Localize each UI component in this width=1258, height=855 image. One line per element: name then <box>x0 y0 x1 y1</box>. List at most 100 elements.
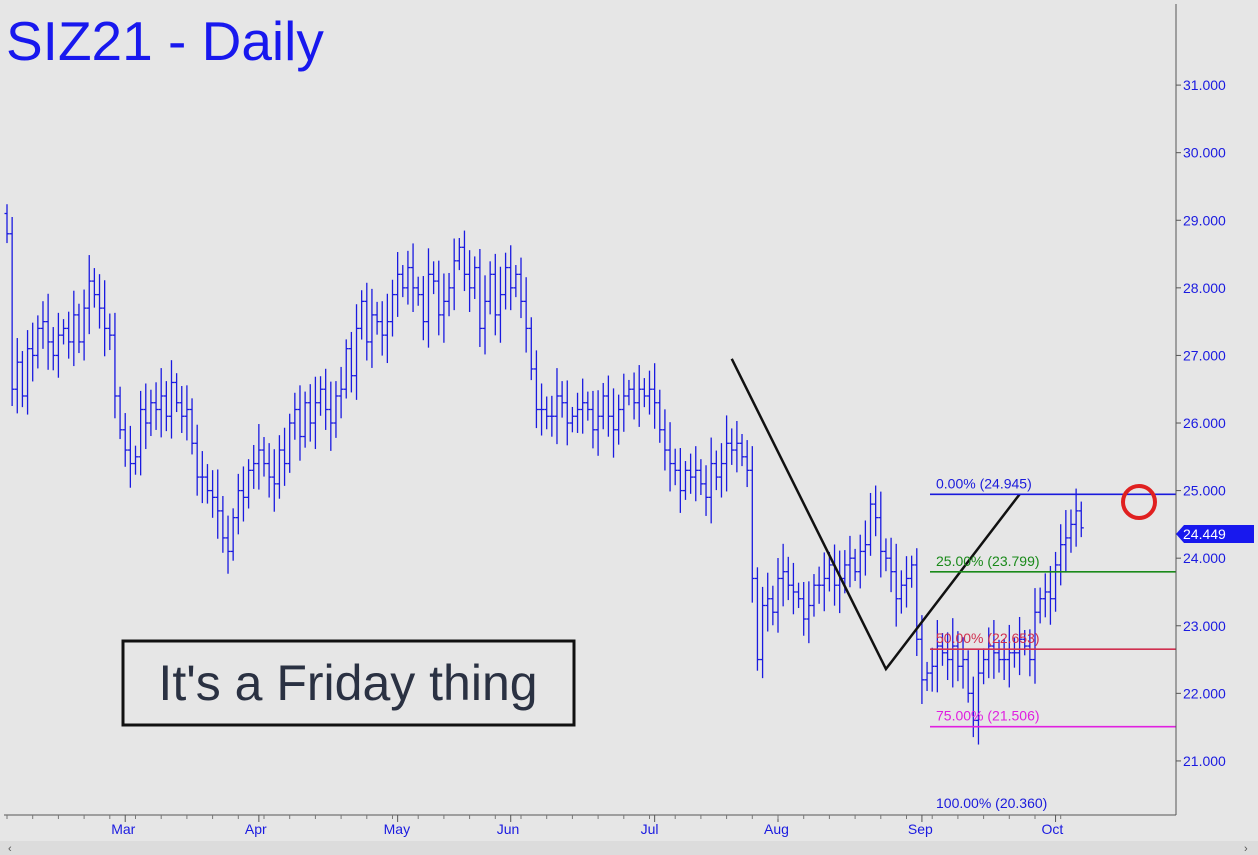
ohlc-bar <box>312 376 318 450</box>
ohlc-bar <box>364 282 370 361</box>
y-tick-label: 22.000 <box>1183 685 1226 701</box>
ohlc-bar <box>600 382 606 430</box>
ohlc-bar <box>611 388 617 458</box>
ohlc-bar <box>1053 551 1059 612</box>
ohlc-bar <box>497 266 503 343</box>
ohlc-bar <box>446 272 452 317</box>
x-tick-label: Sep <box>908 821 933 837</box>
ohlc-bar <box>30 322 36 382</box>
ohlc-bar <box>754 567 760 671</box>
ohlc-bar <box>369 288 375 368</box>
ohlc-bar <box>261 437 267 477</box>
ohlc-bar <box>251 444 257 489</box>
ohlc-bar <box>348 331 354 393</box>
y-tick-label: 21.000 <box>1183 753 1226 769</box>
ohlc-bar <box>246 459 252 509</box>
x-tick-label: Aug <box>764 821 789 837</box>
ohlc-bar <box>19 351 25 408</box>
ohlc-bar <box>1017 616 1023 676</box>
x-tick-label: Oct <box>1042 821 1064 837</box>
ohlc-bar <box>775 558 781 633</box>
y-tick-label: 27.000 <box>1183 347 1226 363</box>
ohlc-bar <box>287 413 293 473</box>
ohlc-bar <box>523 277 529 353</box>
ohlc-bar <box>158 368 164 438</box>
ohlc-bar <box>55 312 61 378</box>
ohlc-bar <box>770 585 776 626</box>
ohlc-bar <box>528 317 534 381</box>
ohlc-bar <box>631 372 637 420</box>
ohlc-bar <box>307 384 313 442</box>
ohlc-bar <box>811 574 817 617</box>
ohlc-bar <box>975 648 981 745</box>
ohlc-bar <box>713 450 719 491</box>
ohlc-bar <box>292 392 298 440</box>
ohlc-bar <box>333 381 339 438</box>
ohlc-bar <box>405 250 411 305</box>
ohlc-bar <box>693 446 699 502</box>
ohlc-bar <box>395 252 401 317</box>
ohlc-bar <box>297 385 303 461</box>
ohlc-bar <box>580 378 586 434</box>
ohlc-bar <box>914 548 920 657</box>
scroll-left-icon[interactable]: ‹ <box>8 843 12 855</box>
horizontal-scrollbar[interactable] <box>0 841 1258 855</box>
ohlc-bar <box>852 548 858 581</box>
ohlc-bar <box>271 449 277 512</box>
ohlc-bar <box>1073 488 1079 547</box>
ohlc-bar <box>127 425 133 488</box>
ohlc-bar <box>575 392 581 433</box>
ohlc-bar <box>785 556 791 601</box>
ohlc-bar <box>1032 588 1038 684</box>
ohlc-bar <box>698 459 704 495</box>
y-tick-label: 25.000 <box>1183 483 1226 499</box>
annotation-text: It's a Friday thing <box>158 655 537 711</box>
ohlc-bar <box>924 661 930 691</box>
fib-levels: 0.00% (24.945) 25.00% (23.799) 50.00% (22.… <box>930 475 1176 811</box>
ohlc-bar <box>71 290 77 367</box>
ohlc-bar <box>657 389 663 443</box>
ohlc-bar <box>1037 587 1043 624</box>
ohlc-bar <box>323 368 329 430</box>
ohlc-bar <box>220 496 226 553</box>
ohlc-bar <box>590 390 596 449</box>
ohlc-bar <box>605 375 611 437</box>
ohlc-bar <box>338 366 344 419</box>
ohlc-bar <box>133 445 138 475</box>
ohlc-bar <box>256 424 262 490</box>
ohlc-bar <box>25 330 31 415</box>
ohlc-bar <box>86 255 92 335</box>
ohlc-bar <box>112 312 118 419</box>
ohlc-bar <box>708 437 714 524</box>
ohlc-bar <box>677 448 683 513</box>
ohlc-bar <box>965 650 971 703</box>
ohlc-bar <box>559 381 565 418</box>
y-tick-label: 31.000 <box>1183 77 1226 93</box>
ohlc-bar <box>806 581 812 644</box>
ohlc-bar <box>50 327 56 371</box>
ohlc-bar <box>909 555 915 588</box>
x-tick-label: Jun <box>497 821 520 837</box>
ohlc-bar <box>929 647 935 692</box>
y-tick-label: 26.000 <box>1183 415 1226 431</box>
ohlc-bar <box>415 276 421 306</box>
ohlc-bar <box>703 465 709 516</box>
scroll-right-icon[interactable]: › <box>1244 843 1248 855</box>
x-tick-label: Mar <box>111 821 135 837</box>
ohlc-bar <box>857 534 863 589</box>
time-axis: Mar Apr May Jun Jul Aug Sep Oct <box>6 815 1064 837</box>
ohlc-bar <box>873 485 879 537</box>
ohlc-bar <box>641 378 647 408</box>
ohlc-bar <box>760 586 766 679</box>
ohlc-bar <box>878 491 884 578</box>
ohlc-bar <box>796 582 802 609</box>
abc-pattern <box>730 358 1021 672</box>
ohlc-bar <box>564 380 570 446</box>
ohlc-bar <box>1006 624 1012 688</box>
ohlc-bar <box>1063 510 1069 573</box>
ohlc-bar <box>539 383 545 436</box>
ohlc-bar <box>986 627 992 679</box>
ohlc-bar <box>513 265 519 298</box>
ohlc-bar <box>318 376 324 416</box>
ohlc-bar <box>1042 573 1048 618</box>
